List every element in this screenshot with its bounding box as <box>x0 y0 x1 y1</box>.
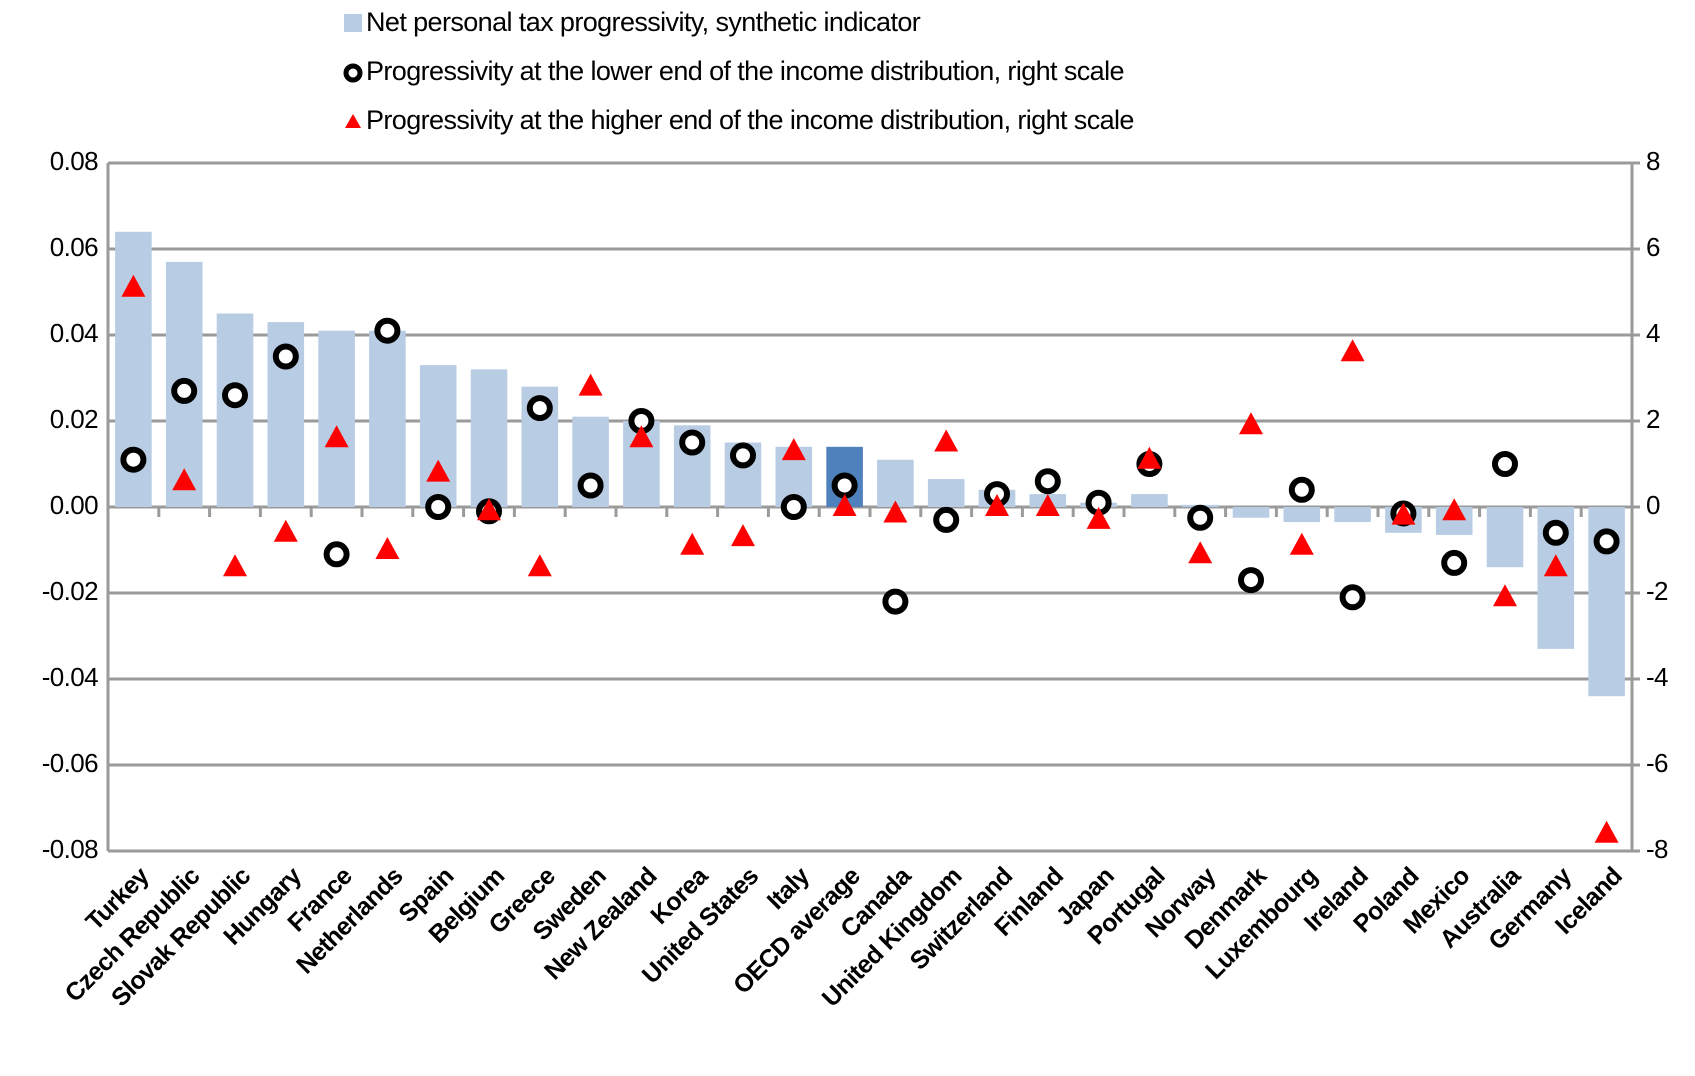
marker-triangle <box>1289 532 1314 555</box>
legend-swatch <box>344 14 362 32</box>
bar <box>1232 507 1270 518</box>
marker-circle <box>831 472 858 499</box>
y2-tick-label: -8 <box>1646 834 1668 864</box>
marker-circle <box>1238 567 1264 594</box>
y-tick-label: -0.02 <box>42 576 98 606</box>
marker-circle <box>730 442 756 469</box>
y-tick-label: 0.04 <box>50 318 98 348</box>
marker-triangle <box>1239 412 1263 435</box>
bar <box>1486 507 1524 568</box>
bar <box>877 459 914 507</box>
marker-triangle <box>375 537 400 559</box>
bar <box>369 330 406 507</box>
marker-circle <box>1187 504 1214 531</box>
marker-triangle <box>985 494 1009 516</box>
marker-triangle <box>527 554 552 577</box>
marker-circle <box>933 506 960 533</box>
marker-circle <box>171 377 198 404</box>
bar <box>318 330 355 507</box>
marker-circle <box>780 494 807 520</box>
marker-circle <box>1034 468 1061 495</box>
marker-triangle <box>1137 446 1162 469</box>
y2-tick-label: -6 <box>1646 748 1668 778</box>
y-tick-label: 0.06 <box>50 232 98 262</box>
marker-circle <box>526 395 553 422</box>
legend-swatch <box>343 63 363 83</box>
marker-triangle <box>1188 541 1213 564</box>
marker-circle <box>577 472 604 499</box>
y-tick-label: -0.06 <box>42 748 98 778</box>
marker-triangle <box>1340 339 1365 362</box>
marker-triangle <box>1391 502 1416 525</box>
marker-triangle <box>1493 584 1517 607</box>
marker-triangle <box>1594 820 1619 843</box>
legend-label: Progressivity at the lower end of the in… <box>366 56 1124 86</box>
marker-triangle <box>477 498 501 521</box>
bar <box>470 369 508 507</box>
y2-tick-label: -2 <box>1646 576 1668 606</box>
marker-circle <box>1542 519 1569 546</box>
marker-triangle <box>1442 498 1467 521</box>
marker-circle <box>1593 528 1620 555</box>
marker-triangle <box>1543 554 1568 577</box>
bar <box>927 479 965 507</box>
marker-circle <box>882 588 909 615</box>
marker-circle <box>374 317 401 344</box>
marker-triangle <box>578 373 603 396</box>
marker-circle <box>1339 584 1366 611</box>
marker-triangle <box>324 425 349 448</box>
y2-tick-label: 4 <box>1646 318 1660 348</box>
marker-triangle <box>172 468 197 491</box>
marker-circle <box>1441 549 1468 576</box>
marker-triangle <box>629 425 654 448</box>
legend-swatch <box>345 114 361 128</box>
marker-triangle <box>426 459 451 482</box>
y-tick-label: -0.04 <box>42 662 98 692</box>
legend-label: Net personal tax progressivity, syntheti… <box>366 7 921 37</box>
y2-tick-label: 0 <box>1646 490 1660 520</box>
marker-triangle <box>731 524 755 547</box>
y2-tick-label: 8 <box>1646 146 1660 176</box>
bar <box>419 365 457 507</box>
marker-circle <box>323 541 350 568</box>
marker-circle <box>272 343 299 370</box>
y-tick-label: 0.00 <box>50 490 98 520</box>
legend-label: Progressivity at the higher end of the i… <box>366 105 1134 135</box>
marker-circle <box>1492 451 1518 477</box>
marker-triangle <box>223 554 247 577</box>
marker-triangle <box>781 438 806 461</box>
y-tick-label: 0.02 <box>50 404 98 434</box>
marker-circle <box>425 494 452 520</box>
bar <box>1283 507 1321 523</box>
y2-tick-label: 6 <box>1646 232 1660 262</box>
y-tick-label: -0.08 <box>42 834 98 864</box>
marker-circle <box>1288 476 1315 503</box>
marker-triangle <box>934 429 959 452</box>
marker-triangle <box>1035 494 1060 516</box>
marker-triangle <box>121 274 146 297</box>
marker-triangle <box>680 532 705 555</box>
bar <box>1131 494 1168 507</box>
marker-circle <box>120 446 147 473</box>
marker-triangle <box>1086 506 1111 529</box>
marker-triangle <box>273 519 298 542</box>
y2-tick-label: 2 <box>1646 404 1660 434</box>
y-tick-label: 0.08 <box>50 146 98 176</box>
bar <box>1334 507 1371 523</box>
marker-triangle <box>883 500 908 523</box>
y2-tick-label: -4 <box>1646 662 1668 692</box>
marker-triangle <box>832 494 857 516</box>
marker-circle <box>679 429 706 456</box>
bar <box>216 313 254 507</box>
marker-circle <box>222 382 248 409</box>
